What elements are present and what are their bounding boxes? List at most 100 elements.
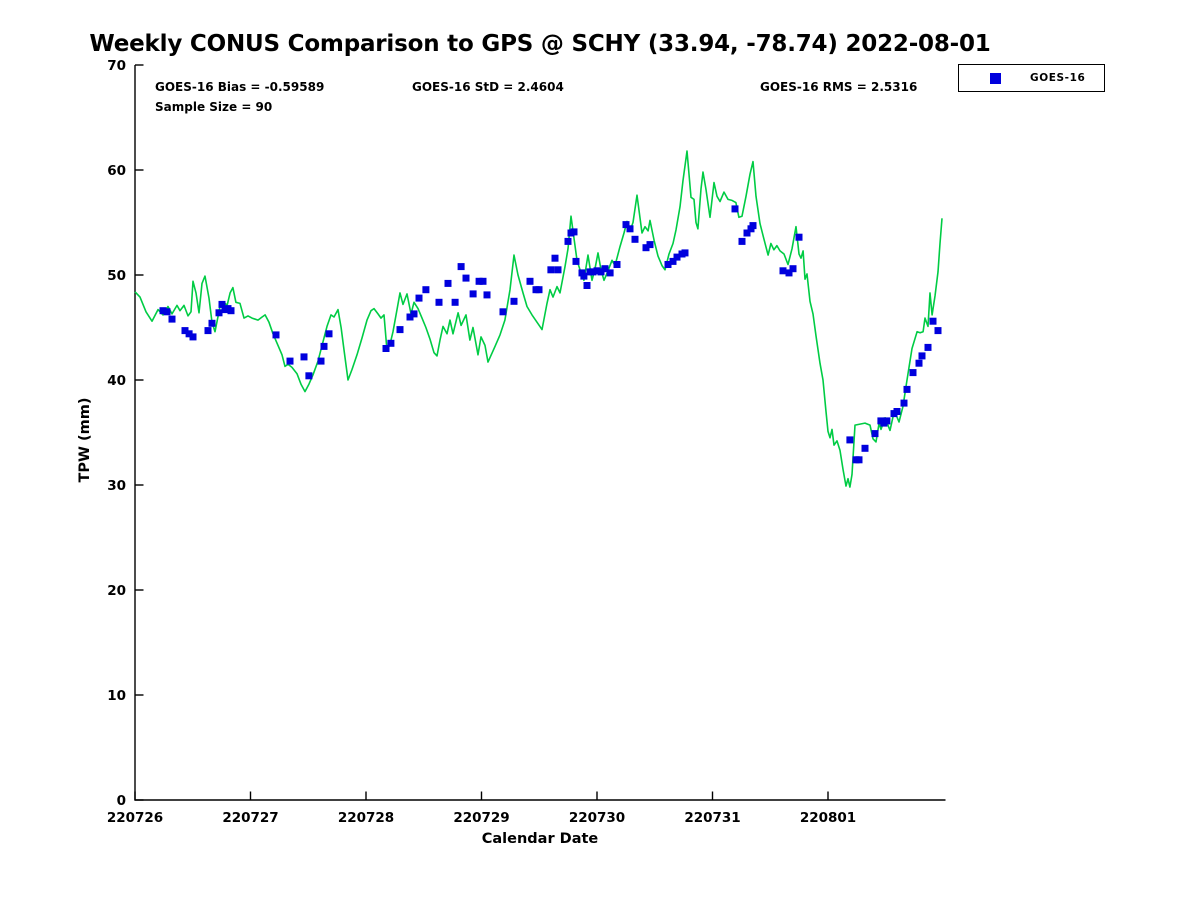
goes16-marker	[526, 277, 534, 285]
y-tick-label: 10	[107, 688, 126, 704]
goes16-marker	[415, 294, 423, 302]
goes16-marker	[422, 286, 430, 294]
y-tick-label: 30	[107, 478, 126, 494]
goes16-marker	[547, 266, 555, 274]
goes16-marker	[208, 319, 216, 327]
goes16-marker	[159, 307, 167, 315]
y-tick-label: 40	[107, 373, 126, 389]
goes16-marker	[785, 269, 793, 277]
goes16-marker	[406, 313, 414, 321]
x-tick-label: 220730	[569, 810, 625, 826]
goes16-marker	[218, 300, 226, 308]
y-tick-label: 60	[107, 163, 126, 179]
y-tick-label: 50	[107, 268, 126, 284]
goes16-marker	[554, 266, 562, 274]
goes16-marker	[475, 277, 483, 285]
goes16-marker	[929, 317, 937, 325]
goes16-marker	[163, 308, 171, 316]
x-tick-label: 220726	[107, 810, 163, 826]
stat-bias: GOES-16 Bias = -0.59589	[155, 80, 325, 94]
goes16-marker	[580, 272, 588, 280]
goes16-marker	[479, 277, 487, 285]
x-tick-label: 220801	[800, 810, 856, 826]
goes16-marker	[215, 309, 223, 317]
goes16-marker	[286, 357, 294, 365]
goes16-marker	[570, 228, 578, 236]
goes16-marker	[626, 225, 634, 233]
goes16-marker	[469, 290, 477, 298]
goes16-marker	[731, 205, 739, 213]
goes16-marker	[317, 357, 325, 365]
goes16-marker	[606, 269, 614, 277]
goes16-marker	[909, 369, 917, 377]
goes16-marker	[535, 286, 543, 294]
goes16-marker	[597, 268, 605, 276]
goes16-marker	[227, 307, 235, 315]
x-axis-label: Calendar Date	[481, 831, 599, 847]
goes16-marker	[861, 444, 869, 452]
goes16-marker	[893, 408, 901, 415]
goes16-marker	[855, 456, 863, 464]
goes16-marker	[510, 297, 518, 305]
goes16-marker	[499, 308, 507, 316]
goes16-marker	[589, 268, 597, 276]
goes16-marker	[387, 339, 395, 347]
goes16-marker	[457, 263, 465, 271]
goes16-marker	[204, 327, 212, 335]
goes16-marker	[410, 310, 418, 318]
y-axis-label: TPW (mm)	[77, 397, 93, 483]
goes16-marker	[924, 343, 932, 351]
goes16-marker	[613, 261, 621, 268]
legend-entry-label: GOES-16	[1030, 72, 1086, 84]
goes16-marker	[795, 233, 803, 241]
x-tick-label: 220731	[684, 810, 740, 826]
x-tick-label: 220728	[338, 810, 394, 826]
goes16-marker	[444, 279, 452, 287]
x-tick-label: 220727	[222, 810, 278, 826]
goes16-marker	[272, 331, 280, 339]
goes16-marker	[749, 222, 757, 230]
goes16-marker	[320, 342, 328, 350]
goes16-marker	[622, 221, 630, 229]
goes16-marker	[185, 330, 193, 338]
goes16-marker	[903, 385, 911, 393]
goes16-marker	[305, 372, 313, 380]
goes16-marker	[642, 244, 650, 252]
goes16-marker	[681, 249, 689, 257]
x-tick-label: 220729	[453, 810, 509, 826]
goes16-marker	[564, 237, 572, 245]
y-tick-label: 20	[107, 583, 126, 599]
goes16-marker	[673, 253, 681, 261]
axis-spine	[134, 65, 946, 801]
goes16-marker	[593, 267, 601, 275]
goes16-marker	[846, 436, 854, 444]
goes16-marker	[181, 327, 189, 335]
goes16-marker	[669, 257, 677, 265]
goes16-marker	[631, 235, 639, 243]
goes16-marker	[934, 327, 942, 335]
goes16-marker	[779, 267, 787, 275]
goes16-marker	[300, 353, 308, 361]
goes16-marker	[462, 274, 470, 282]
goes16-marker	[915, 359, 923, 367]
y-tick-label: 0	[117, 793, 126, 809]
goes16-marker	[396, 326, 404, 334]
y-tick-label: 70	[107, 58, 126, 74]
goes16-marker	[572, 257, 580, 265]
goes16-marker	[435, 298, 443, 306]
goes16-marker	[551, 254, 559, 262]
goes16-marker	[583, 282, 591, 289]
goes16-marker	[168, 315, 176, 323]
stat-rms: GOES-16 RMS = 2.5316	[760, 80, 918, 94]
goes16-marker	[738, 237, 746, 245]
goes16-marker	[789, 265, 797, 273]
gps-line	[134, 150, 943, 488]
legend-box: GOES-16	[958, 64, 1105, 92]
chart-title: Weekly CONUS Comparison to GPS @ SCHY (3…	[89, 31, 991, 57]
goes16-marker	[743, 229, 751, 237]
goes16-marker	[451, 298, 459, 306]
stat-std: GOES-16 StD = 2.4604	[412, 80, 564, 94]
goes16-marker	[189, 333, 197, 341]
